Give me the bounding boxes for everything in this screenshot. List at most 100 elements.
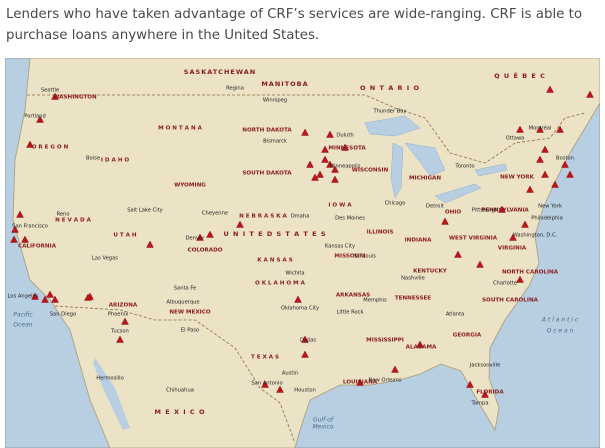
state-label: VIRGINIA	[498, 246, 527, 252]
citie-label: Atlanta	[446, 312, 465, 318]
citie-label: Toronto	[454, 164, 474, 170]
state-label: PENNSYLVANIA	[481, 208, 529, 214]
site-marker	[541, 170, 549, 178]
citie-label: Winnipeg	[263, 98, 287, 104]
site-marker	[206, 230, 214, 238]
citie-label: Reno	[56, 212, 69, 218]
citie-label: Nashville	[401, 276, 425, 282]
state-label: CALIFORNIA	[18, 244, 57, 250]
border	[54, 305, 296, 444]
state-label: N E V A D A	[55, 218, 92, 224]
region-label: O N T A R I O	[360, 84, 420, 92]
state-label: O R E G O N	[32, 145, 69, 151]
citie-label: Memphis	[363, 298, 387, 304]
state-label: GEORGIA	[453, 333, 482, 339]
citie-label: Omaha	[291, 214, 310, 220]
citie-label: Tampa	[470, 401, 488, 407]
site-marker	[321, 155, 329, 163]
lake	[474, 163, 508, 177]
citie-label: Little Rock	[336, 310, 363, 316]
citie-label: Phoenix	[108, 312, 129, 318]
site-marker	[301, 128, 309, 136]
citie-label: Minneapolis	[330, 164, 361, 170]
site-marker	[301, 335, 309, 343]
citie-label: Hermosillo	[96, 376, 124, 382]
citie-label: Santa Fe	[174, 286, 197, 292]
state-label: LOUISIANA	[343, 380, 378, 386]
citie-label: Los Angeles	[8, 294, 39, 300]
site-marker	[476, 260, 484, 268]
labels: SASKATCHEWAN MANITOBA O N T A R I O Q U É B…	[8, 68, 579, 431]
region-label: SASKATCHEWAN	[184, 68, 256, 76]
citie-label: San Antonio	[251, 381, 282, 387]
site-marker	[546, 85, 554, 93]
site-marker	[391, 365, 399, 373]
water-label: Gulf of	[313, 417, 334, 424]
lake	[404, 142, 446, 177]
gulf-of-california	[93, 358, 130, 430]
citie-label: Chihuahua	[166, 388, 194, 394]
citie-label: Oklahoma City	[281, 306, 319, 312]
site-marker	[116, 335, 124, 343]
state-label: ALABAMA	[406, 345, 437, 351]
lake	[434, 183, 482, 204]
citie-label: Thunder Bay	[372, 109, 406, 115]
citie-label: Duluth	[336, 133, 353, 139]
citie-label: Salt Lake City	[127, 208, 163, 214]
site-marker	[41, 295, 49, 303]
site-marker	[321, 145, 329, 153]
site-marker	[356, 378, 364, 386]
site-marker	[341, 143, 349, 151]
state-label: K A N S A S	[257, 258, 292, 264]
citie-label: Chicago	[385, 201, 406, 207]
state-label: WASHINGTON	[53, 95, 97, 101]
site-marker	[454, 250, 462, 258]
state-label: FLORIDA	[476, 390, 504, 396]
region-label: Q U É B E C	[494, 71, 546, 80]
site-marker	[516, 125, 524, 133]
state-label: MISSISSIPPI	[366, 338, 404, 344]
state-label: M O N T A N A	[158, 126, 203, 132]
state-label: ARKANSAS	[336, 293, 370, 299]
site-marker	[26, 140, 34, 148]
region-label: M E X I C O	[155, 408, 206, 416]
site-marker	[541, 145, 549, 153]
citie-label: Philadelphia	[531, 216, 563, 222]
citie-label: Pittsburgh	[472, 208, 498, 214]
site-marker	[536, 155, 544, 163]
site-marker	[261, 380, 269, 388]
state-label: T E X A S	[251, 355, 279, 361]
state-label: U T A H	[113, 233, 137, 239]
water-label: Mexico	[312, 424, 333, 431]
border	[27, 94, 586, 164]
state-label: I D A H O	[101, 158, 130, 164]
site-marker	[521, 220, 529, 228]
citie-label: New York	[538, 204, 562, 210]
site-marker	[516, 275, 524, 283]
state-label: MINNESOTA	[328, 146, 366, 152]
state-label: MICHIGAN	[409, 176, 441, 182]
site-marker	[16, 210, 24, 218]
markers	[10, 85, 594, 398]
citie-label: Portland	[24, 114, 45, 120]
site-marker	[21, 235, 29, 243]
site-marker	[294, 295, 302, 303]
citie-label: Jacksonville	[469, 363, 500, 369]
site-marker	[236, 220, 244, 228]
site-marker	[121, 317, 129, 325]
site-marker	[536, 125, 544, 133]
citie-label: Kansas City	[325, 244, 355, 250]
citie-label: Seattle	[41, 88, 59, 94]
lake	[364, 115, 421, 137]
state-label: OHIO	[445, 210, 462, 216]
site-marker	[498, 205, 506, 213]
site-marker	[31, 292, 39, 300]
site-marker	[326, 130, 334, 138]
land	[12, 58, 600, 448]
site-marker	[51, 92, 59, 100]
citie-label: Ottawa	[506, 136, 525, 142]
citie-label: Boise	[86, 156, 100, 162]
citie-label: Detroit	[426, 204, 444, 210]
site-marker	[441, 217, 449, 225]
